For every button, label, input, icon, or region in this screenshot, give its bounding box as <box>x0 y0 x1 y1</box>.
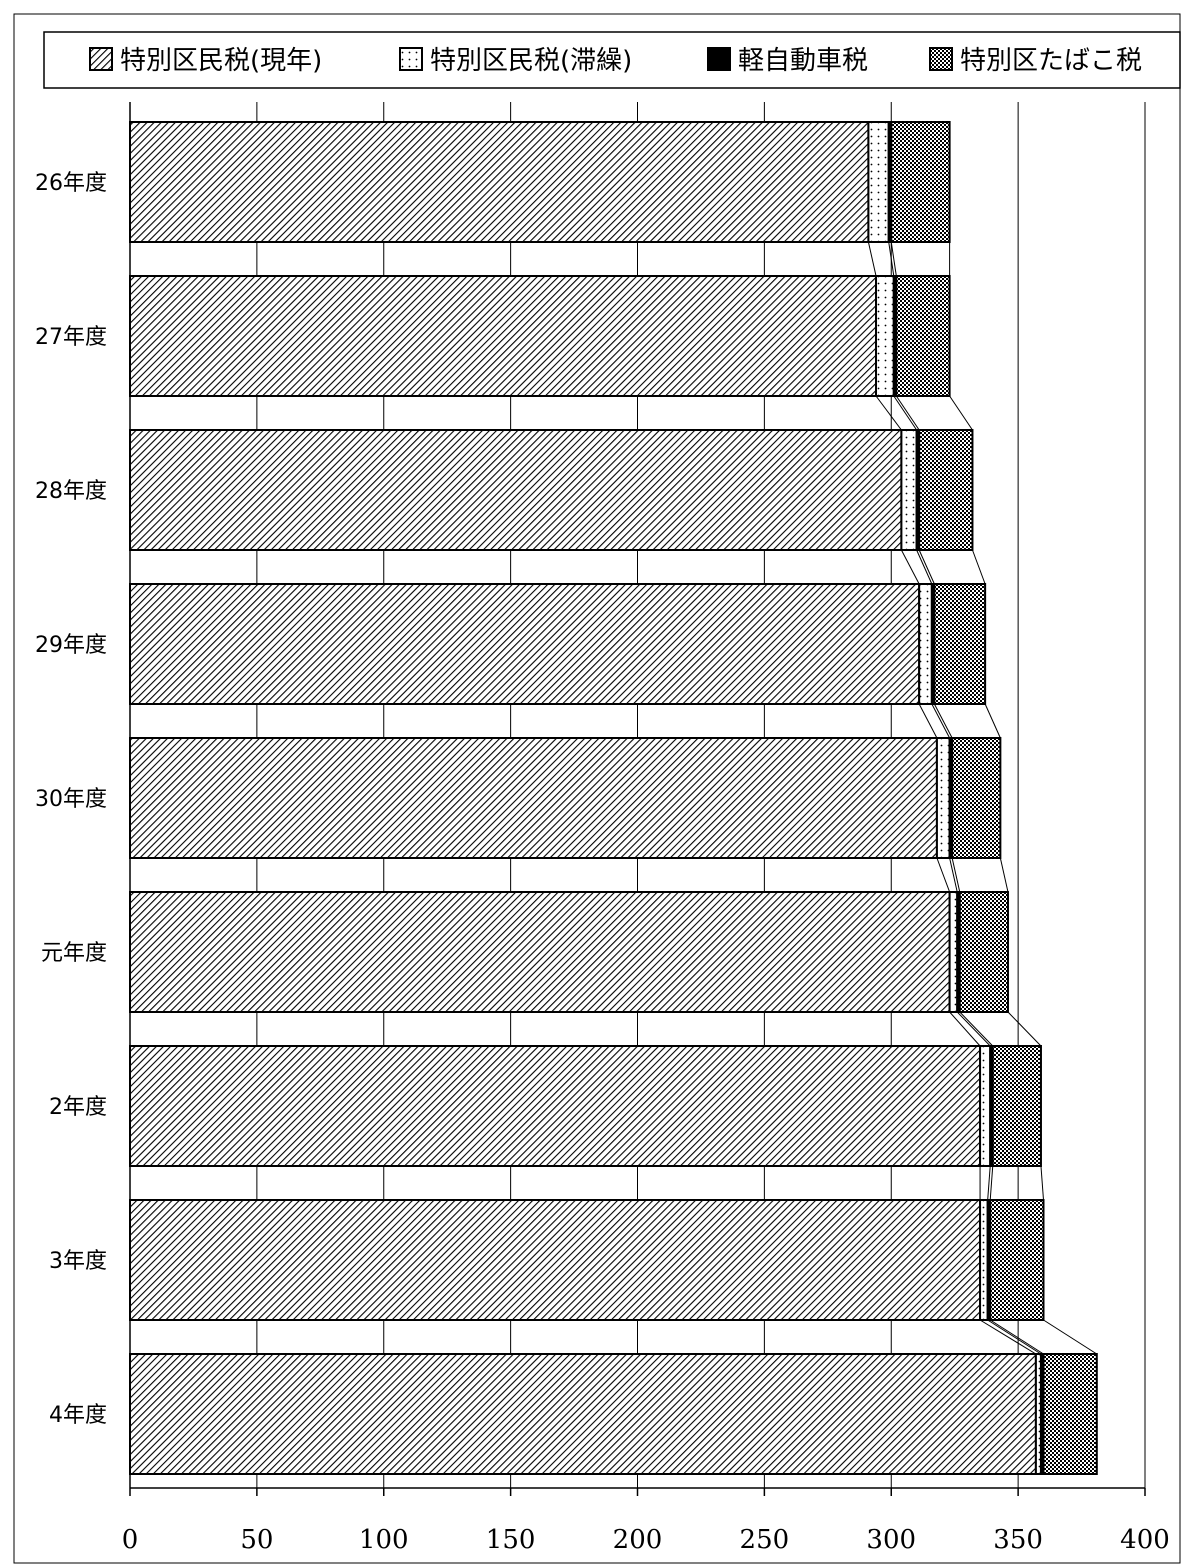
connector-4-series-3 <box>933 703 953 739</box>
bar-segment-1-series-4 <box>890 121 951 243</box>
connector-3-series-4 <box>971 549 986 585</box>
connector-8-series-3 <box>989 1319 1044 1355</box>
legend-swatch-4 <box>929 47 953 71</box>
connector-3-series-2 <box>916 549 933 585</box>
x-tick-label-200: 200 <box>613 1525 663 1555</box>
connector-8-series-1 <box>979 1319 1037 1355</box>
connector-6-series-2 <box>956 1011 991 1047</box>
legend-label-4: 特別区たばこ税 <box>960 46 1142 76</box>
connector-5-series-1 <box>936 857 951 893</box>
bar-segment-4-series-2 <box>918 583 933 705</box>
connector-5-series-2 <box>949 857 958 893</box>
chart-frame <box>13 13 1181 1564</box>
bar-segment-2-series-1 <box>129 275 878 397</box>
connector-5-series-4 <box>999 857 1009 893</box>
connector-8-series-4 <box>1043 1319 1098 1355</box>
category-label-8: 3年度 <box>49 1249 107 1274</box>
bar-segment-6-series-4 <box>958 891 1009 1013</box>
connector-1-series-3 <box>890 241 897 277</box>
x-tick-label-400: 400 <box>1120 1525 1170 1555</box>
connector-6-series-1 <box>949 1011 981 1047</box>
category-label-3: 28年度 <box>35 479 107 504</box>
legend-label-2: 特別区民税(滞繰) <box>430 46 632 76</box>
bar-segment-3-series-1 <box>129 429 903 551</box>
bar-segment-8-series-1 <box>129 1199 982 1321</box>
connector-8-series-2 <box>987 1319 1042 1355</box>
category-label-5: 30年度 <box>35 787 107 812</box>
bar-segment-6-series-2 <box>948 891 959 1013</box>
category-label-4: 29年度 <box>35 633 107 658</box>
legend-swatch-3 <box>707 47 731 71</box>
connector-3-series-3 <box>918 549 935 585</box>
bar-segment-8-series-2 <box>979 1199 989 1321</box>
bar-segment-1-series-2 <box>867 121 890 243</box>
x-tick-labels: 0 50 100 150 200 250 300 350 400 <box>122 1525 1170 1555</box>
bars <box>129 121 1098 1475</box>
connector-2-series-3 <box>895 395 920 431</box>
category-label-2: 27年度 <box>35 325 107 350</box>
x-tick-label-150: 150 <box>486 1525 536 1555</box>
bar-segment-3-series-4 <box>918 429 974 551</box>
connector-5-series-3 <box>951 857 961 893</box>
connector-7-series-4 <box>1040 1165 1044 1201</box>
category-label-9: 4年度 <box>49 1403 107 1428</box>
x-tick-label-250: 250 <box>740 1525 790 1555</box>
series-connector-lines <box>867 241 1098 1355</box>
connector-4-series-1 <box>918 703 938 739</box>
category-label-1: 26年度 <box>35 171 107 196</box>
connector-2-series-2 <box>893 395 918 431</box>
bar-segment-7-series-4 <box>991 1045 1042 1167</box>
bar-segment-5-series-1 <box>129 737 938 859</box>
axes <box>129 102 1146 1496</box>
bar-segment-5-series-4 <box>951 737 1002 859</box>
x-tick-label-50: 50 <box>240 1525 273 1555</box>
bar-segment-2-series-2 <box>875 275 895 397</box>
connector-7-series-3 <box>989 1165 994 1201</box>
connector-2-series-1 <box>875 395 902 431</box>
bar-segment-7-series-1 <box>129 1045 982 1167</box>
connector-7-series-2 <box>987 1165 991 1201</box>
connector-3-series-1 <box>900 549 920 585</box>
connector-2-series-4 <box>949 395 973 431</box>
legend-swatch-2 <box>399 47 423 71</box>
bar-segment-4-series-4 <box>933 583 987 705</box>
bar-segment-9-series-4 <box>1042 1353 1098 1475</box>
bar-segment-6-series-1 <box>129 891 951 1013</box>
x-tick-label-0: 0 <box>122 1525 139 1555</box>
bar-segment-3-series-2 <box>900 429 918 551</box>
x-tick-label-100: 100 <box>359 1525 409 1555</box>
bar-segment-8-series-4 <box>989 1199 1045 1321</box>
bar-segment-4-series-1 <box>129 583 921 705</box>
category-label-6: 元年度 <box>41 941 107 966</box>
category-label-7: 2年度 <box>49 1095 107 1120</box>
legend-label-3: 軽自動車税 <box>738 46 868 76</box>
connector-6-series-3 <box>959 1011 994 1047</box>
bar-segment-9-series-1 <box>129 1353 1037 1475</box>
legend: 特別区民税(現年) 特別区民税(滞繰) 軽自動車税 特別区たばこ税 <box>89 46 1142 76</box>
bar-segment-1-series-1 <box>129 121 870 243</box>
bar-segment-5-series-2 <box>935 737 951 859</box>
legend-swatch-1 <box>89 47 113 71</box>
connector-4-series-4 <box>984 703 1001 739</box>
connector-6-series-4 <box>1007 1011 1042 1047</box>
bar-segment-7-series-2 <box>979 1045 992 1167</box>
connector-1-series-1 <box>867 241 877 277</box>
x-tick-label-300: 300 <box>866 1525 916 1555</box>
connector-1-series-2 <box>888 241 895 277</box>
legend-label-1: 特別区民税(現年) <box>120 46 322 76</box>
legend-box <box>43 31 1181 89</box>
connector-4-series-2 <box>931 703 951 739</box>
bar-segment-2-series-4 <box>895 275 951 397</box>
x-tick-label-350: 350 <box>993 1525 1043 1555</box>
